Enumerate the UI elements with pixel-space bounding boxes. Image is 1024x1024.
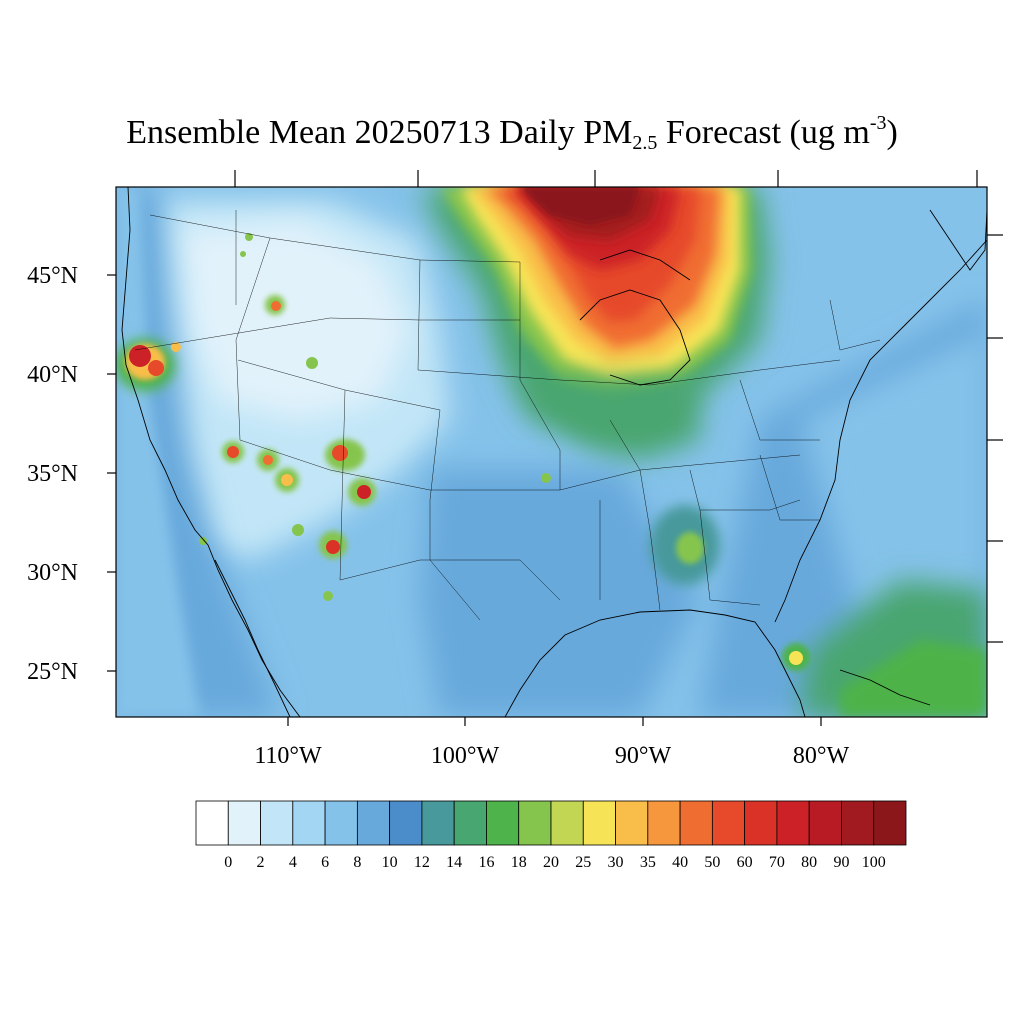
title-superscript: -3: [869, 112, 887, 134]
colorbar-swatch: [518, 800, 552, 846]
colorbar-label: 14: [446, 854, 462, 871]
colorbar-swatch: [260, 800, 294, 846]
colorbar-swatch: [808, 800, 842, 846]
colorbar-swatch: [647, 800, 681, 846]
colorbar-swatch: [679, 800, 713, 846]
colorbar-swatch: [195, 800, 229, 846]
colorbar-swatch: [711, 800, 746, 846]
colorbar-swatch: [550, 800, 584, 846]
state-borders: [134, 210, 881, 621]
colorbar-label: 70: [769, 854, 785, 871]
map-ticks: [107, 170, 1003, 726]
colorbar-label: 35: [640, 854, 656, 871]
colorbar-swatch: [841, 800, 875, 846]
longitude-labels: 110°W 100°W 90°W 80°W: [254, 743, 849, 769]
colorbar-swatch: [873, 800, 907, 846]
colorbar-swatch: [615, 800, 649, 846]
colorbar: 0 2 4 6 8 10 12 14 16 18 20 25 30 35 40 50 60 70 80 90 100: [195, 800, 907, 871]
colorbar-label: 4: [289, 854, 297, 871]
latitude-labels: 45°N 40°N 35°N 30°N 25°N: [27, 263, 78, 685]
coastlines: [121, 187, 987, 717]
colorbar-label: 40: [672, 854, 688, 871]
southwest-fire-hotspots: [199, 233, 551, 601]
colorbar-swatch: [227, 800, 261, 846]
colorbar-label: 6: [321, 854, 329, 871]
map-frame: [115, 186, 988, 718]
lat-label-40: 40°N: [27, 362, 78, 388]
colorbar-label: 25: [575, 854, 591, 871]
colorbar-label: 8: [353, 854, 361, 871]
title-suffix: ): [886, 114, 898, 151]
colorbar-label: 50: [704, 854, 720, 871]
colorbar-swatch: [356, 800, 391, 846]
colorbar-label: 60: [737, 854, 753, 871]
colorbar-label: 90: [833, 854, 849, 871]
colorbar-label: 0: [224, 854, 232, 871]
title-prefix: Ensemble Mean 20250713 Daily PM: [126, 114, 633, 151]
colorbar-label: 100: [862, 854, 886, 871]
lon-label-100: 100°W: [431, 743, 500, 769]
colorbar-label: 18: [511, 854, 527, 871]
colorbar-label: 12: [414, 854, 430, 871]
colorbar-swatch: [744, 800, 778, 846]
colorbar-label: 80: [801, 854, 817, 871]
colorbar-label: 20: [543, 854, 559, 871]
colorbar-label: 16: [478, 854, 494, 871]
colorbar-swatch: [324, 800, 358, 846]
lon-label-80: 80°W: [793, 743, 850, 769]
title-subscript: 2.5: [632, 132, 658, 154]
colorbar-swatch: [582, 800, 616, 846]
map-title: Ensemble Mean 20250713 Daily PM2.5 Forec…: [0, 112, 1024, 155]
lon-label-110: 110°W: [254, 743, 322, 769]
colorbar-swatch: [389, 800, 423, 846]
colorbar-label: 2: [257, 854, 265, 871]
lat-label-35: 35°N: [27, 461, 78, 487]
colorbar-label: 10: [382, 854, 398, 871]
colorbar-swatch: [776, 800, 810, 846]
colorbar-label: 30: [608, 854, 624, 871]
lat-label-45: 45°N: [27, 263, 78, 289]
colorbar-swatch: [453, 800, 487, 846]
title-middle: Forecast (ug m: [657, 114, 870, 151]
colorbar-swatch: [292, 800, 326, 846]
lon-label-90: 90°W: [615, 743, 672, 769]
pm25-field: [116, 187, 987, 717]
colorbar-swatch: [486, 800, 520, 846]
lat-label-25: 25°N: [27, 659, 78, 685]
colorbar-swatch: [421, 800, 455, 846]
lat-label-30: 30°N: [27, 560, 78, 586]
